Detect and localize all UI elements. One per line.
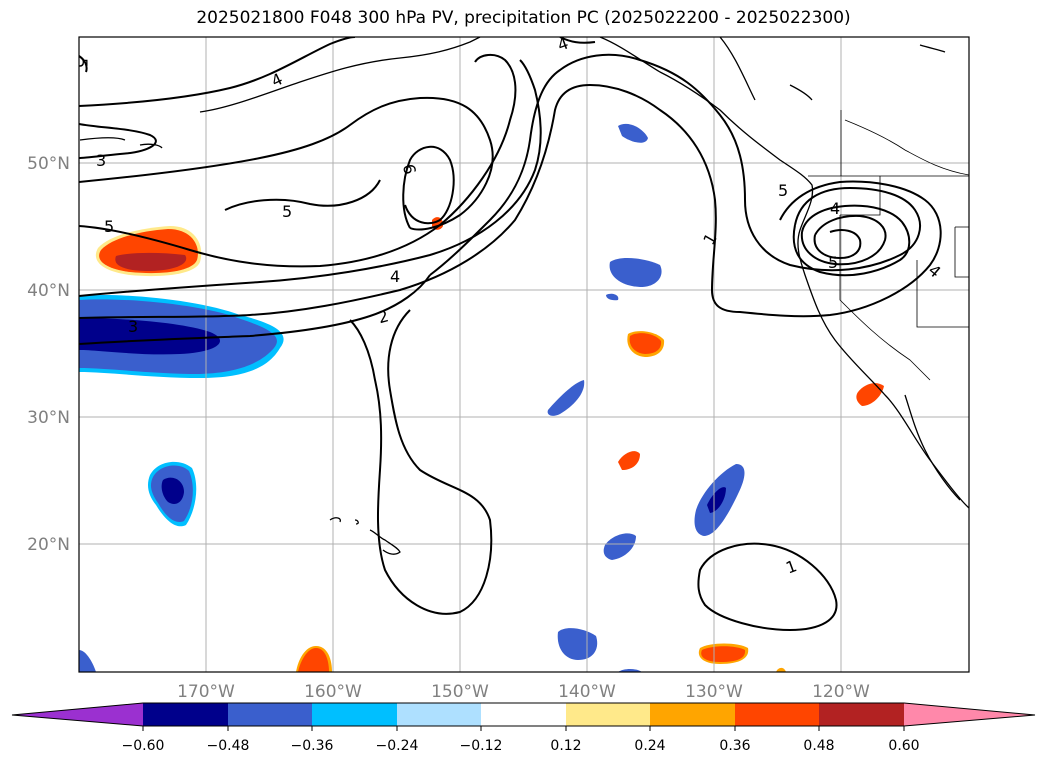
map-title: 2025021800 F048 300 hPa PV, precipitatio… — [196, 8, 851, 28]
contour-label: 5 — [104, 217, 114, 236]
colorbar-tick-label: 0.60 — [888, 738, 919, 754]
lat-label: 30°N — [27, 408, 70, 428]
lon-label: 150°W — [431, 682, 489, 702]
colorbar-bin — [566, 703, 650, 726]
colorbar-tick-label: 0.24 — [634, 738, 665, 754]
map-frame — [78, 36, 970, 673]
colorbar-bin — [481, 703, 566, 726]
colorbar-bin — [143, 703, 228, 726]
colorbar-bin — [228, 703, 312, 726]
lon-label: 170°W — [177, 682, 235, 702]
lon-label: 140°W — [558, 682, 616, 702]
contour-label: 5 — [72, 58, 91, 68]
colorbar-bin — [312, 703, 397, 726]
colorbar-bin — [735, 703, 819, 726]
contour-label: 3 — [128, 317, 138, 336]
contour-label: 4 — [390, 267, 400, 286]
coastlines — [79, 37, 969, 555]
longitude-labels: 170°W 160°W 150°W 140°W 130°W 120°W — [177, 682, 870, 702]
pv-contours — [79, 37, 942, 632]
pv-contour-labels: 5 4 3 5 6 5 4 2 3 4 1 5 4 5 4 1 — [72, 33, 945, 577]
colorbar-bin — [650, 703, 735, 726]
contour-label: 4 — [555, 33, 571, 54]
colorbar-tick-label: −0.60 — [122, 738, 165, 754]
lat-label: 20°N — [27, 535, 70, 555]
colorbar-extend-right — [904, 703, 1035, 726]
colorbar-tick-label: 0.12 — [550, 738, 581, 754]
lat-label: 40°N — [27, 281, 70, 301]
lon-label: 160°W — [304, 682, 362, 702]
colorbar-bin — [397, 703, 481, 726]
colorbar-tick-label: 0.36 — [719, 738, 750, 754]
contour-label: 3 — [96, 151, 106, 170]
latitude-labels: 50°N 40°N 30°N 20°N — [27, 154, 70, 555]
colorbar-tick-label: 0.48 — [803, 738, 834, 754]
lat-label: 50°N — [27, 154, 70, 174]
colorbar: −0.60 −0.48 −0.36 −0.24 −0.12 0.12 0.24 … — [11, 702, 1036, 754]
contour-label: 5 — [778, 181, 788, 200]
lon-label: 120°W — [812, 682, 870, 702]
colorbar-tick-label: −0.24 — [376, 738, 419, 754]
contour-label: 4 — [830, 199, 840, 218]
lon-label: 130°W — [685, 682, 743, 702]
colorbar-tick-label: −0.12 — [460, 738, 503, 754]
colorbar-bin — [819, 703, 904, 726]
contour-label: 2 — [376, 306, 391, 327]
colorbar-tick-label: −0.36 — [291, 738, 334, 754]
colorbar-tick-label: −0.48 — [207, 738, 250, 754]
contour-label: 5 — [282, 202, 292, 221]
contour-label: 6 — [399, 163, 419, 176]
contour-label: 5 — [828, 253, 838, 272]
colorbar-extend-left — [12, 703, 143, 726]
